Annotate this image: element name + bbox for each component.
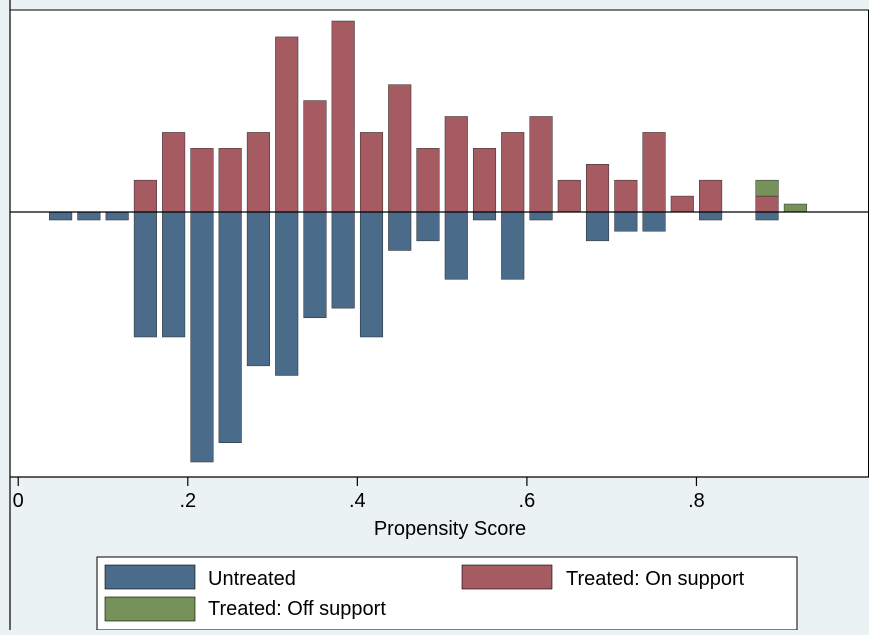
legend-label-untreated: Untreated (208, 568, 296, 590)
bar-treated-on-support-10 (416, 148, 440, 213)
bar-untreated-9 (303, 211, 327, 319)
bar-treated-on-support-4 (246, 132, 270, 213)
bar-untreated-11 (359, 211, 384, 338)
bar-treated-on-support-11 (444, 116, 468, 213)
legend-swatch-treated-on-support (461, 564, 553, 590)
bar-untreated-17 (529, 211, 553, 221)
x-tick-label-2: .4 (349, 490, 366, 512)
bar-untreated-19 (614, 211, 638, 232)
bar-untreated-7 (246, 211, 270, 367)
bar-untreated-16 (501, 211, 525, 280)
legend-swatch-untreated (104, 564, 196, 590)
bar-untreated-14 (444, 211, 468, 280)
bar-untreated-15 (472, 211, 497, 221)
bar-treated-off-support-1 (783, 203, 807, 213)
bars-layer (49, 20, 807, 463)
legend-box (96, 556, 798, 631)
bar-untreated-3 (133, 211, 157, 338)
bar-treated-on-support-12 (472, 148, 497, 213)
legend-swatch-treated-off-support (104, 596, 196, 622)
bar-untreated-2 (105, 211, 129, 221)
bar-treated-on-support-7 (331, 20, 355, 213)
bar-treated-on-support-19 (670, 195, 694, 213)
x-tick-label-0: 0 (13, 490, 24, 512)
x-tick-label-4: .8 (688, 490, 705, 512)
bar-untreated-0 (49, 211, 73, 221)
x-tick-label-3: .6 (519, 490, 536, 512)
bar-treated-off-support-0 (755, 179, 779, 197)
bar-treated-on-support-3 (218, 148, 242, 213)
x-tick-label-1: .2 (179, 490, 196, 512)
bar-untreated-6 (218, 211, 242, 444)
bar-treated-on-support-8 (359, 132, 384, 213)
bar-untreated-4 (162, 211, 186, 338)
bar-treated-on-support-13 (501, 132, 525, 213)
bar-untreated-8 (275, 211, 299, 376)
x-ticks: 0 .2 .4 .6 .8 (13, 477, 705, 512)
bar-treated-on-support-0 (133, 179, 157, 213)
legend-label-treated-on-support: Treated: On support (566, 568, 745, 590)
bar-untreated-18 (585, 211, 610, 242)
bar-treated-on-support-17 (614, 179, 638, 213)
bar-treated-on-support-21 (755, 195, 779, 213)
bar-treated-on-support-14 (529, 116, 553, 213)
bar-treated-on-support-9 (388, 84, 412, 213)
bar-treated-on-support-2 (190, 148, 214, 213)
bar-untreated-5 (190, 211, 214, 463)
bar-untreated-12 (388, 211, 412, 251)
bar-treated-on-support-18 (642, 132, 666, 213)
bar-treated-on-support-5 (275, 36, 299, 213)
bar-treated-on-support-16 (585, 164, 610, 213)
bar-treated-on-support-15 (557, 179, 581, 213)
bar-treated-on-support-1 (162, 132, 186, 213)
bar-untreated-13 (416, 211, 440, 242)
x-axis-label: Propensity Score (374, 518, 526, 540)
legend: Untreated Treated: On support Treated: O… (96, 556, 798, 631)
bar-untreated-10 (331, 211, 355, 309)
bar-treated-on-support-20 (699, 179, 723, 213)
bar-untreated-21 (699, 211, 723, 221)
bar-untreated-20 (642, 211, 666, 232)
bar-untreated-22 (755, 211, 779, 221)
bar-treated-on-support-6 (303, 100, 327, 213)
legend-label-treated-off-support: Treated: Off support (208, 598, 386, 620)
bar-untreated-1 (77, 211, 101, 221)
